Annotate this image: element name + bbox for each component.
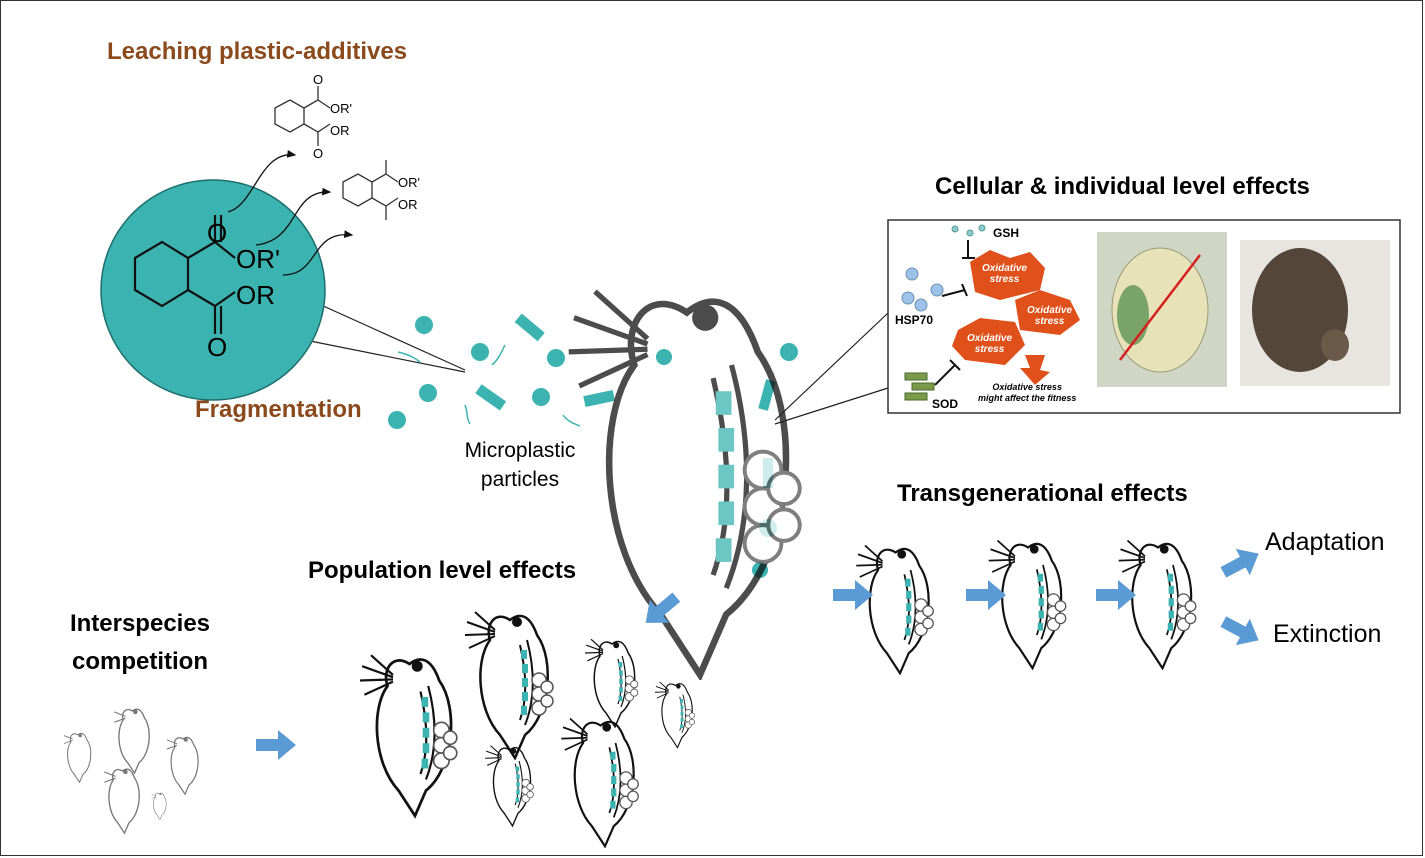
additive-circle <box>100 86 466 401</box>
stress-burst-2: Oxidative stress <box>1027 305 1072 327</box>
stress-line2: stress <box>974 344 1005 355</box>
stress-line2: stress <box>989 274 1020 285</box>
small-or-prime: OR' <box>398 175 420 190</box>
carbonyl-o-bottom: O <box>207 332 228 362</box>
fragmentation-label: Fragmentation <box>195 396 362 423</box>
daphnia-large <box>569 292 800 675</box>
interspecies-daphnias <box>63 708 199 834</box>
microplastic-line1: Microplastic <box>464 439 576 462</box>
stress-line1: Oxidative <box>1027 305 1073 316</box>
stress-line1: Oxidative <box>967 333 1013 344</box>
hsp70-label: HSP70 <box>895 313 934 327</box>
interspecies-line1: Interspecies <box>69 610 211 637</box>
small-o: O <box>313 146 324 161</box>
microplastic-label: Microplastic particles <box>455 436 585 494</box>
transgenerational-daphnias <box>855 539 1197 675</box>
microplastic-line2: particles <box>480 468 560 491</box>
stress-burst-1: Oxidative stress <box>982 263 1027 285</box>
phthalate-structure-large <box>133 215 236 334</box>
small-or: OR <box>330 123 350 138</box>
stress-line2: stress <box>1034 316 1065 327</box>
population-title: Population level effects <box>308 557 577 584</box>
oxidative-stress-panel <box>901 224 1390 401</box>
carbonyl-o-top: O <box>207 218 228 248</box>
stress-caption: Oxidative stress might affect the fitness <box>978 382 1076 404</box>
transgenerational-title: Transgenerational effects <box>897 480 1188 507</box>
caption-line2: might affect the fitness <box>978 393 1077 403</box>
small-or-prime: OR' <box>330 101 352 116</box>
sod-label: SOD <box>932 397 959 411</box>
gsh-label: GSH <box>993 226 1020 240</box>
stress-line1: Oxidative <box>982 263 1028 274</box>
extinction-label: Extinction <box>1273 620 1382 648</box>
leaching-title: Leaching plastic-additives <box>107 38 408 65</box>
small-o: O <box>313 72 324 87</box>
small-or: OR <box>398 197 418 212</box>
interspecies-line2: competition <box>72 648 208 675</box>
cellular-title: Cellular & individual level effects <box>935 173 1310 200</box>
adaptation-label: Adaptation <box>1265 528 1385 556</box>
interspecies-title: Interspecies competition <box>45 605 235 681</box>
caption-line1: Oxidative stress <box>992 382 1062 392</box>
ester-or-prime: OR' <box>236 244 280 274</box>
ester-or: OR <box>236 280 275 310</box>
population-daphnias <box>360 610 696 848</box>
phthalate-structure-small <box>274 86 399 220</box>
stress-burst-3: Oxidative stress <box>967 333 1012 355</box>
